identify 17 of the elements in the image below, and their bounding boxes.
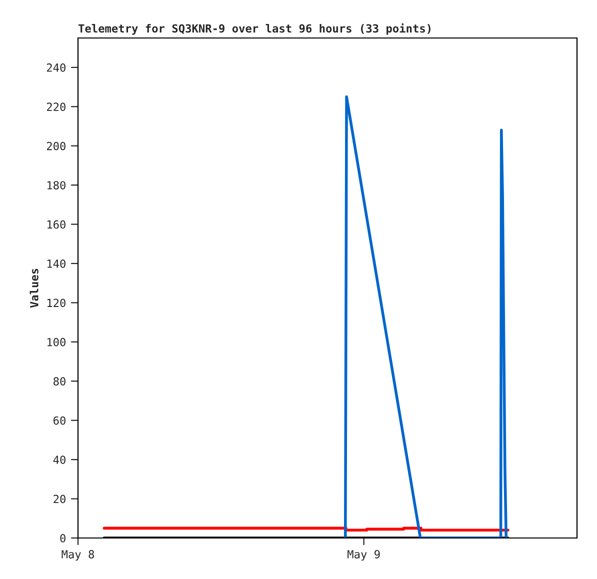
y-axis-title: Values bbox=[30, 268, 38, 308]
chart-title: Telemetry for SQ3KNR-9 over last 96 hours (33 points) bbox=[78, 23, 430, 35]
y-tick-label: 100 bbox=[47, 338, 66, 346]
y-tick-label: 80 bbox=[54, 377, 66, 386]
y-tick-label: 220 bbox=[46, 102, 66, 112]
y-tick-label: 40 bbox=[53, 456, 66, 464]
y-tick-label: 60 bbox=[54, 416, 66, 425]
y-tick-label: 160 bbox=[47, 220, 66, 229]
y-tick-label: 200 bbox=[46, 142, 66, 150]
y-tick-label: 120 bbox=[47, 298, 66, 308]
x-tick-label: May 9 bbox=[348, 550, 380, 561]
y-tick-label: 140 bbox=[47, 259, 66, 268]
x-tick-label: May 8 bbox=[62, 550, 94, 561]
y-tick-label: 240 bbox=[46, 63, 66, 72]
y-tick-label: 20 bbox=[54, 494, 66, 504]
y-tick-label: 0 bbox=[60, 534, 66, 542]
y-tick-label: 180 bbox=[47, 181, 66, 190]
